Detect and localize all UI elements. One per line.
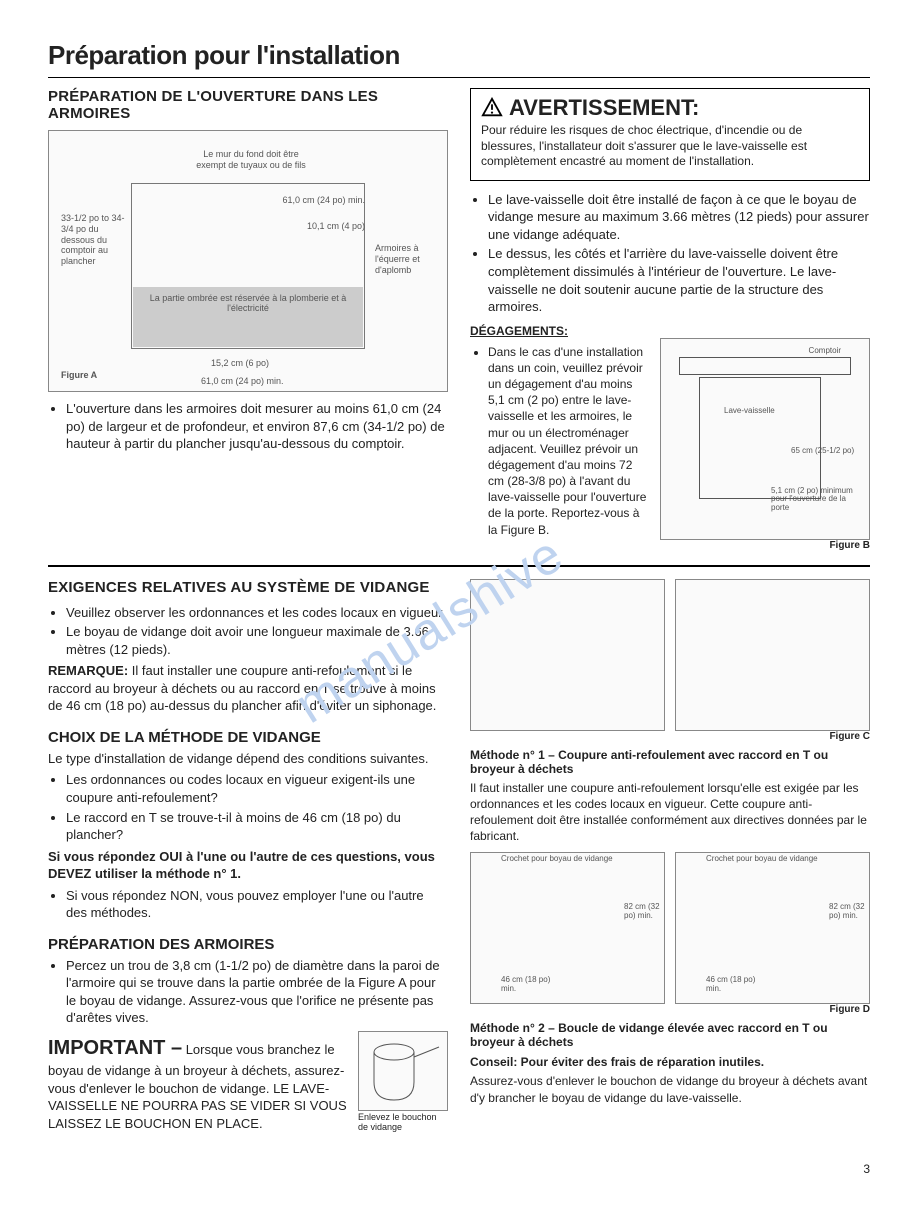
figure-d-label: Figure D — [470, 1004, 870, 1015]
degagements-body: Dans le cas d'une installation dans un c… — [488, 344, 650, 538]
figA-shade-note: La partie ombrée est réservée à la plomb… — [133, 287, 363, 347]
remarque: REMARQUE: Il faut installer une coupure … — [48, 662, 448, 715]
figure-d-right: Crochet pour boyau de vidange 82 cm (32 … — [675, 852, 870, 1004]
method-choice-heading: CHOIX DE LA MÉTHODE DE VIDANGE — [48, 729, 448, 746]
figD-hook-l: Crochet pour boyau de vidange — [501, 855, 613, 864]
figA-left-note: 33-1/2 po to 34-3/4 po du dessous du com… — [61, 213, 129, 267]
figB-counter: Comptoir — [809, 347, 841, 356]
title-rule — [48, 77, 870, 78]
warning-body: Pour réduire les risques de choc électri… — [481, 123, 859, 170]
figD-hook-r: Crochet pour boyau de vidange — [706, 855, 818, 864]
method-oui: Si vous répondez OUI à l'une ou l'autre … — [48, 848, 448, 883]
section-a-heading: PRÉPARATION DE L'OUVERTURE DANS LES ARMO… — [48, 88, 448, 122]
figD-dim2-r: 46 cm (18 po) min. — [706, 976, 756, 994]
mid-rule — [48, 565, 870, 567]
method2-title: Méthode n° 2 – Boucle de vidange élevée … — [470, 1021, 870, 1049]
figure-d-left: Crochet pour boyau de vidange 82 cm (32 … — [470, 852, 665, 1004]
method1-title: Méthode n° 1 – Coupure anti-refoulement … — [470, 748, 870, 776]
warning-title: AVERTISSEMENT: — [509, 95, 699, 121]
figure-b: Comptoir Lave-vaisselle 65 cm (25-1/2 po… — [660, 338, 870, 540]
degagements-title: DÉGAGEMENTS: — [470, 324, 870, 338]
drain-b2: Le boyau de vidange doit avoir une longu… — [66, 623, 448, 658]
section-a-bullet: L'ouverture dans les armoires doit mesur… — [66, 400, 448, 453]
warning-icon — [481, 97, 503, 119]
figA-dim2: 10,1 cm (4 po) — [307, 221, 365, 232]
install-note-2: Le dessus, les côtés et l'arrière du lav… — [488, 245, 870, 315]
conseil-label: Conseil: Pour éviter des frais de répara… — [470, 1055, 870, 1069]
figD-dim1-l: 82 cm (32 po) min. — [624, 903, 660, 921]
important-block: IMPORTANT – Lorsque vous branchez le boy… — [48, 1035, 348, 1132]
method-non: Si vous répondez NON, vous pouvez employ… — [66, 887, 448, 922]
conseil-body: Assurez-vous d'enlever le bouchon de vid… — [470, 1073, 870, 1105]
method1-body: Il faut installer une coupure anti-refou… — [470, 780, 870, 845]
figD-dim2-l: 46 cm (18 po) min. — [501, 976, 551, 994]
figB-dim1: 65 cm (25-1/2 po) — [791, 447, 861, 456]
page-number: 3 — [48, 1162, 870, 1176]
figA-wall-note: Le mur du fond doit être exempt de tuyau… — [191, 149, 311, 171]
method-q2: Le raccord en T se trouve-t-il à moins d… — [66, 809, 448, 844]
figure-c-left — [470, 579, 665, 731]
figure-c-label: Figure C — [470, 731, 870, 742]
important-label: IMPORTANT – — [48, 1037, 182, 1059]
figB-dim2: 5,1 cm (2 po) minimum pour l'ouverture d… — [771, 487, 861, 513]
prep-arm-b1: Percez un trou de 3,8 cm (1-1/2 po) de d… — [66, 957, 448, 1027]
page-title: Préparation pour l'installation — [48, 40, 870, 71]
remarque-label: REMARQUE: — [48, 663, 128, 678]
figure-a-label: Figure A — [61, 370, 97, 381]
figA-dim3: 15,2 cm (6 po) — [211, 358, 269, 369]
figA-dim4: 61,0 cm (24 po) min. — [201, 376, 284, 387]
figA-dim1: 61,0 cm (24 po) min. — [282, 195, 365, 206]
install-note-1: Le lave-vaisselle doit être installé de … — [488, 191, 870, 244]
disposer-figure — [358, 1031, 448, 1111]
drain-heading: EXIGENCES RELATIVES AU SYSTÈME DE VIDANG… — [48, 579, 448, 596]
figA-right-note: Armoires à l'équerre et d'aplomb — [375, 243, 435, 275]
figD-dim1-r: 82 cm (32 po) min. — [829, 903, 865, 921]
figure-c-right — [675, 579, 870, 731]
prep-arm-heading: PRÉPARATION DES ARMOIRES — [48, 936, 448, 953]
drain-b1: Veuillez observer les ordonnances et les… — [66, 604, 448, 622]
method-q1: Les ordonnances ou codes locaux en vigue… — [66, 771, 448, 806]
method-choice-intro: Le type d'installation de vidange dépend… — [48, 750, 448, 768]
figB-dw-label: Lave-vaisselle — [724, 407, 775, 416]
warning-box: AVERTISSEMENT: Pour réduire les risques … — [470, 88, 870, 181]
disposer-note: Enlevez le bouchon de vidange — [358, 1113, 448, 1133]
figure-b-label: Figure B — [660, 540, 870, 551]
figure-a: Le mur du fond doit être exempt de tuyau… — [48, 130, 448, 392]
